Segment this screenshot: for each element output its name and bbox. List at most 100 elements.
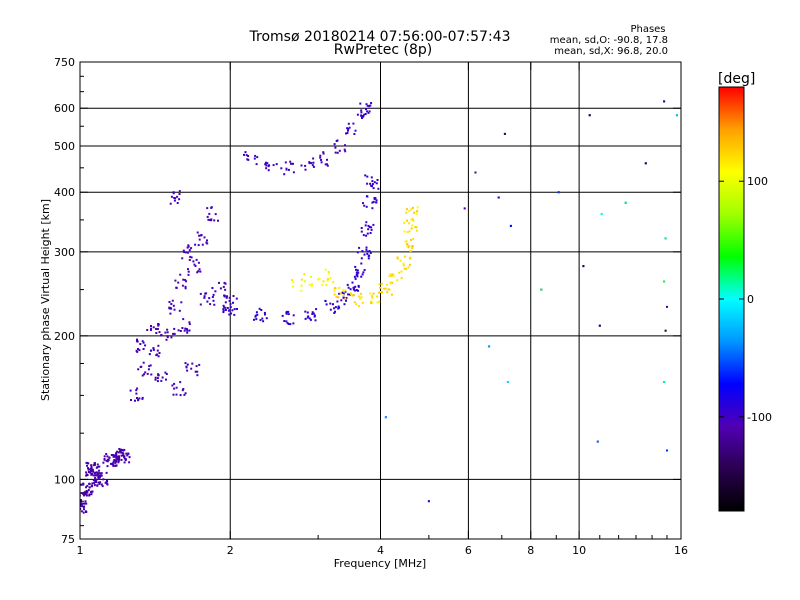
data-point <box>85 493 88 496</box>
data-point <box>152 326 155 329</box>
data-point <box>342 296 345 299</box>
data-point <box>112 460 115 463</box>
data-point <box>80 507 82 510</box>
data-point <box>314 319 317 322</box>
data-point <box>380 282 383 285</box>
data-point <box>223 294 226 297</box>
data-point <box>193 263 196 266</box>
data-point <box>90 464 93 467</box>
data-point <box>312 157 315 160</box>
data-point <box>416 229 418 232</box>
data-point <box>368 105 371 108</box>
data-point <box>184 279 187 281</box>
colorbar-tick-label: 0 <box>747 293 754 306</box>
data-point <box>188 323 191 326</box>
data-point <box>600 213 603 215</box>
data-point <box>287 323 290 325</box>
data-point <box>200 234 202 237</box>
data-point <box>87 471 90 473</box>
y-tick-label: 400 <box>54 186 75 199</box>
data-point <box>182 388 185 390</box>
data-point <box>174 279 177 282</box>
data-point <box>336 151 339 154</box>
data-point <box>86 474 89 477</box>
data-point <box>338 286 341 289</box>
data-point <box>365 195 368 198</box>
data-point <box>150 327 152 330</box>
data-point <box>106 455 109 458</box>
data-point <box>90 472 93 475</box>
data-point <box>165 338 168 341</box>
data-point <box>361 117 363 119</box>
data-point <box>367 111 370 114</box>
data-point <box>365 108 367 111</box>
data-point <box>356 251 359 254</box>
data-point <box>152 348 155 351</box>
data-point <box>396 256 399 259</box>
data-point <box>85 502 88 505</box>
data-point <box>262 320 265 323</box>
data-point <box>313 315 316 318</box>
data-point <box>371 207 374 210</box>
data-point <box>107 459 110 462</box>
data-point <box>372 223 375 226</box>
data-point <box>76 500 78 502</box>
data-point <box>183 329 186 332</box>
data-point <box>156 380 159 383</box>
data-point <box>371 201 374 204</box>
data-point <box>90 484 93 487</box>
data-point <box>407 245 410 247</box>
data-point <box>411 224 414 227</box>
data-point <box>311 283 314 286</box>
data-point <box>148 353 151 356</box>
data-point <box>369 292 371 295</box>
data-point <box>378 291 381 294</box>
y-tick-label: 500 <box>54 140 75 153</box>
data-point <box>111 454 114 456</box>
data-point <box>142 361 145 364</box>
data-point <box>364 174 367 177</box>
data-point <box>144 371 147 374</box>
data-point <box>94 478 97 481</box>
data-point <box>360 227 363 229</box>
data-point <box>410 218 413 221</box>
data-point <box>210 206 213 209</box>
data-point <box>307 315 310 318</box>
data-point <box>156 328 159 330</box>
data-point <box>158 352 161 354</box>
data-point <box>172 191 175 194</box>
data-point <box>73 498 75 500</box>
data-point <box>345 132 347 135</box>
data-point <box>157 323 160 326</box>
data-point <box>160 379 163 382</box>
data-point <box>213 219 216 222</box>
data-point <box>233 308 236 311</box>
data-point <box>207 218 210 221</box>
data-point <box>157 344 160 347</box>
data-point <box>327 272 330 275</box>
data-point <box>263 311 266 314</box>
data-point <box>403 267 406 270</box>
data-point <box>222 311 225 314</box>
data-point <box>185 366 188 369</box>
data-point <box>122 454 124 457</box>
data-point <box>155 327 157 330</box>
data-point <box>353 286 355 289</box>
data-point <box>168 306 171 309</box>
data-point <box>197 244 200 247</box>
data-point <box>156 377 159 380</box>
data-point <box>345 299 347 302</box>
data-point <box>203 295 206 298</box>
data-point <box>177 329 180 332</box>
data-point <box>84 490 87 493</box>
data-point <box>165 373 168 375</box>
data-point <box>196 370 199 373</box>
data-point <box>356 269 359 272</box>
data-point <box>139 343 142 345</box>
data-point <box>120 458 123 461</box>
data-point <box>74 504 76 506</box>
data-point <box>324 268 327 271</box>
data-point <box>378 300 381 303</box>
data-point <box>198 268 201 271</box>
data-point <box>119 449 122 452</box>
